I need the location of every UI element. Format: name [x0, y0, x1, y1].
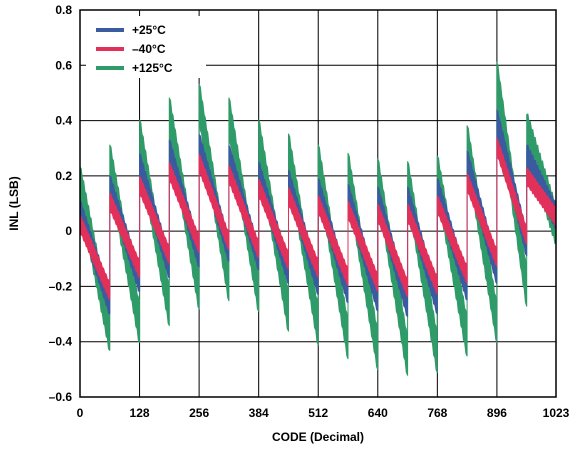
y-axis-label: INL (LSB): [7, 176, 21, 230]
y-tick-label: –0.4: [49, 335, 73, 349]
x-tick-label: 512: [308, 406, 328, 420]
legend: +25°C –40°C +125°C: [86, 16, 206, 78]
y-tick-label: 0.4: [55, 114, 72, 128]
y-tick-label: 0.2: [55, 169, 72, 183]
x-tick-label: 256: [189, 406, 209, 420]
y-tick-label: 0.8: [55, 3, 72, 17]
x-axis-label: CODE (Decimal): [272, 430, 364, 444]
x-tick-label: 768: [427, 406, 447, 420]
x-tick-label: 0: [77, 406, 84, 420]
y-tick-label: 0.6: [55, 58, 72, 72]
x-tick-label: 128: [130, 406, 150, 420]
legend-entry: –40°C: [132, 42, 166, 56]
y-tick-label: –0.6: [49, 390, 73, 404]
plot-frame: [79, 9, 557, 398]
y-tick-labels: –0.6 –0.4 –0.2 0 0.2 0.4 0.6 0.8: [49, 3, 73, 404]
y-tick-label: –0.2: [49, 279, 73, 293]
x-tick-label: 640: [368, 406, 388, 420]
y-tick-label: 0: [65, 224, 72, 238]
x-tick-label: 384: [249, 406, 269, 420]
legend-entry: +25°C: [132, 23, 166, 37]
x-tick-label: 1023: [543, 406, 570, 420]
x-tick-label: 896: [487, 406, 507, 420]
x-tick-labels: 0 128 256 384 512 640 768 896 1023: [77, 406, 570, 420]
legend-entry: +125°C: [132, 61, 173, 75]
